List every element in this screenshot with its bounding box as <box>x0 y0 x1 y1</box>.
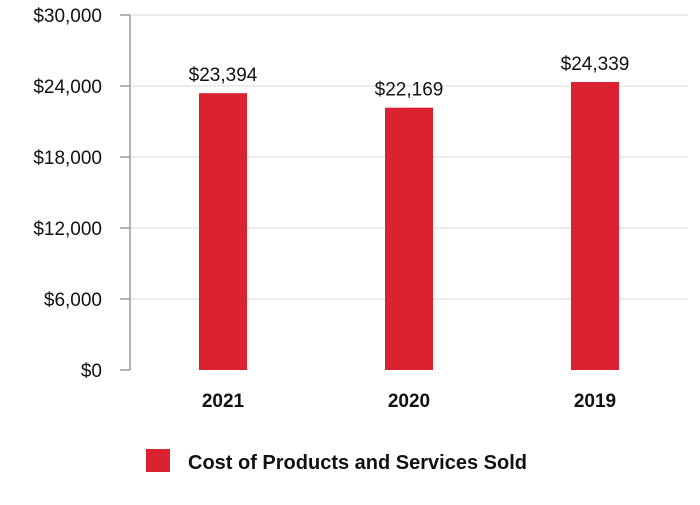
data-label-2019: $24,339 <box>561 54 630 75</box>
x-tick-label-2021: 2021 <box>202 391 245 412</box>
y-tick-label: $6,000 <box>44 290 102 311</box>
bar-2020 <box>385 107 433 370</box>
y-tick-label: $30,000 <box>33 6 102 27</box>
legend: Cost of Products and Services Sold <box>146 449 527 474</box>
x-tick-label-2019: 2019 <box>574 391 616 412</box>
y-tick-labels: $0 $6,000 $12,000 $18,000 $24,000 $30,000 <box>33 6 102 382</box>
y-tick-label: $0 <box>81 361 102 382</box>
data-labels: $23,394 $22,169 $24,339 <box>189 54 630 101</box>
y-axis <box>120 14 131 371</box>
legend-label: Cost of Products and Services Sold <box>188 452 527 474</box>
data-label-2021: $23,394 <box>189 65 258 86</box>
y-tick-label: $18,000 <box>33 148 102 169</box>
bar-2019 <box>571 81 619 371</box>
legend-swatch <box>146 449 170 472</box>
y-tick-label: $12,000 <box>33 219 102 240</box>
y-tick-label: $24,000 <box>33 77 102 98</box>
x-tick-labels: 2021 2020 2019 <box>202 391 616 412</box>
bars <box>199 81 619 371</box>
bar-2021 <box>199 93 247 371</box>
data-label-2020: $22,169 <box>375 80 444 101</box>
x-tick-label-2020: 2020 <box>388 391 430 412</box>
